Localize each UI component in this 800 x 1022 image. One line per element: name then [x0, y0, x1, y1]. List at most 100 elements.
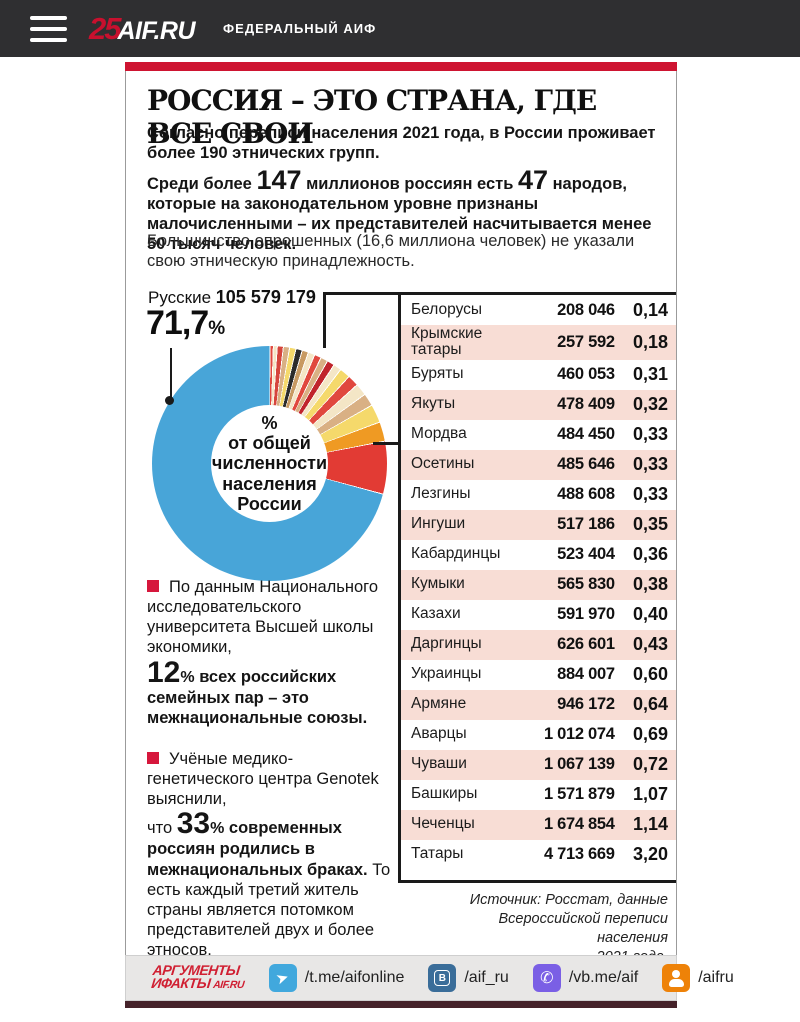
undeclared-paragraph: Большинство опрошенных (16,6 миллиона че… — [147, 232, 635, 271]
ethnic-group-name: Армяне — [411, 695, 467, 713]
federal-aif-label: ФЕДЕРАЛЬНЫЙ АИФ — [223, 21, 377, 36]
ethnic-group-percent: 0,40 — [632, 604, 668, 625]
source-note: Источник: Росстат, данные Всероссийской … — [469, 892, 668, 965]
viber-link[interactable]: ✆ /vb.me/aif — [532, 964, 638, 992]
russians-count: 105 579 179 — [215, 287, 316, 307]
infographic-title: РОССИЯ – ЭТО СТРАНА, ГДЕ ВСЕ СВОИ — [147, 84, 597, 150]
ethnic-group-name: Чеченцы — [411, 815, 475, 833]
ethnic-group-name: Кабардинцы — [411, 545, 501, 563]
table-row: Якуты 478 409 0,32 — [401, 389, 676, 420]
small-peoples-paragraph: Среди более 147 миллионов россиян есть 4… — [147, 165, 652, 254]
ethnic-group-name: Казахи — [411, 605, 461, 623]
ethnic-group-name: Осетины — [411, 455, 475, 473]
ethnic-group-name: Лезгины — [411, 485, 471, 503]
ethnic-group-count: 4 713 669 — [543, 845, 615, 864]
stat-47: 47 — [517, 165, 548, 195]
ethnic-group-name: Якуты — [411, 395, 456, 413]
genotek-note: Учёные медико-генетического центра Genot… — [147, 750, 391, 960]
ethnic-group-percent: 0,64 — [632, 694, 668, 715]
ethnic-group-percent: 0,69 — [632, 724, 668, 745]
ethnic-group-name: Татары — [411, 845, 464, 863]
table-row: Крымские татары 257 592 0,18 — [401, 325, 676, 360]
ethnic-group-count: 484 450 — [557, 425, 615, 444]
russians-percent: 71,7% — [146, 304, 226, 342]
ethnic-group-percent: 0,72 — [632, 754, 668, 775]
table-row: Кабардинцы 523 404 0,36 — [401, 540, 676, 570]
table-row: Казахи 591 970 0,40 — [401, 600, 676, 630]
ethnic-group-percent: 1,14 — [632, 814, 668, 835]
red-square-bullet-icon — [147, 580, 159, 592]
ethnic-group-name: Даргинцы — [411, 635, 482, 653]
ethnic-group-name: Мордва — [411, 425, 467, 443]
table-row: Украинцы 884 007 0,60 — [401, 660, 676, 690]
table-row: Белорусы 208 046 0,14 — [401, 295, 676, 325]
vk-icon: B — [428, 964, 457, 992]
stat-147: 147 — [256, 165, 302, 195]
ethnic-group-count: 1 571 879 — [543, 785, 615, 804]
ethnic-group-percent: 0,31 — [632, 364, 668, 385]
telegram-link[interactable]: ➤ /t.me/aifonline — [268, 964, 404, 992]
table-row: Ингуши 517 186 0,35 — [401, 509, 676, 540]
table-row: Башкиры 1 571 879 1,07 — [401, 780, 676, 810]
arguments-facts-logo[interactable]: АРГУМЕНТЫ ИФАКТЫ AIF.RU — [150, 962, 245, 992]
ethnic-group-count: 523 404 — [557, 545, 615, 564]
ethnic-group-count: 1 674 854 — [543, 815, 615, 834]
site-header: 25 AIF.RU ФЕДЕРАЛЬНЫЙ АИФ — [0, 0, 800, 57]
vk-link[interactable]: B /aif_ru — [428, 964, 509, 992]
ethnic-group-percent: 3,20 — [632, 844, 668, 865]
viber-icon: ✆ — [532, 964, 561, 992]
ethnic-group-name: Башкиры — [411, 785, 478, 803]
ethnic-group-count: 626 601 — [557, 635, 615, 654]
ethnic-group-count: 946 172 — [557, 695, 615, 714]
genotek-note-tail: То есть каждый третий житель страны явля… — [147, 860, 391, 960]
ethnic-group-percent: 0,60 — [632, 664, 668, 685]
red-top-bar — [125, 62, 677, 71]
ethnic-group-count: 488 608 — [557, 485, 615, 504]
bottom-maroon-strip — [125, 1001, 677, 1008]
stat-33: 33 — [176, 807, 211, 841]
table-row: Чуваши 1 067 139 0,72 — [401, 749, 676, 780]
slices-pointer-line — [323, 292, 326, 348]
red-square-bullet-icon — [147, 752, 159, 764]
aif-logo[interactable]: 25 AIF.RU — [89, 10, 196, 47]
ethnic-group-count: 517 186 — [557, 515, 615, 534]
aif-logo-name: AIF.RU — [117, 16, 196, 45]
infographic-footer: АРГУМЕНТЫ ИФАКТЫ AIF.RU ➤ /t.me/aifonline… — [125, 955, 734, 1001]
ok-icon — [662, 964, 691, 992]
ethnic-group-count: 208 046 — [557, 300, 615, 319]
hamburger-menu-icon[interactable] — [30, 15, 67, 42]
russians-count-label: Русские 105 579 179 — [148, 287, 316, 307]
ethnic-group-name: Крымские татары — [411, 325, 483, 359]
ethnic-group-percent: 0,33 — [632, 484, 668, 505]
aif-logo-25: 25 — [89, 10, 122, 46]
ethnic-group-count: 485 646 — [557, 455, 615, 474]
ethnic-group-name: Кумыки — [411, 575, 465, 593]
ethnic-group-count: 257 592 — [557, 332, 615, 351]
ethnic-group-count: 565 830 — [557, 575, 615, 594]
table-row: Лезгины 488 608 0,33 — [401, 480, 676, 510]
ethnic-group-count: 884 007 — [557, 665, 615, 684]
table-row: Армяне 946 172 0,64 — [401, 689, 676, 720]
donut-chart: % от общей численности населения России — [152, 346, 387, 581]
ok-link[interactable]: /aifru — [662, 964, 734, 992]
table-bottom-border — [398, 880, 676, 883]
tatars-pointer-line — [373, 442, 400, 445]
hse-note: По данным Национального исследовательско… — [147, 578, 379, 727]
ethnic-group-name: Аварцы — [411, 725, 467, 743]
table-row: Осетины 485 646 0,33 — [401, 449, 676, 480]
ethnic-group-percent: 0,14 — [632, 299, 668, 320]
ethnic-group-percent: 0,35 — [632, 514, 668, 535]
ethnic-group-percent: 1,07 — [632, 784, 668, 805]
infographic-card: РОССИЯ – ЭТО СТРАНА, ГДЕ ВСЕ СВОИ Соглас… — [125, 62, 677, 965]
table-row: Даргинцы 626 601 0,43 — [401, 629, 676, 660]
donut-center-label: % от общей численности населения России — [211, 405, 328, 522]
ethnic-group-count: 1 067 139 — [543, 755, 615, 774]
ethnic-group-name: Ингуши — [411, 515, 466, 533]
table-row: Буряты 460 053 0,31 — [401, 360, 676, 390]
ethnic-group-count: 478 409 — [557, 395, 615, 414]
table-row: Чеченцы 1 674 854 1,14 — [401, 809, 676, 840]
ethnic-group-percent: 0,38 — [632, 574, 668, 595]
ethnic-group-count: 1 012 074 — [543, 725, 615, 744]
table-top-border — [323, 292, 676, 295]
table-row: Мордва 484 450 0,33 — [401, 420, 676, 450]
